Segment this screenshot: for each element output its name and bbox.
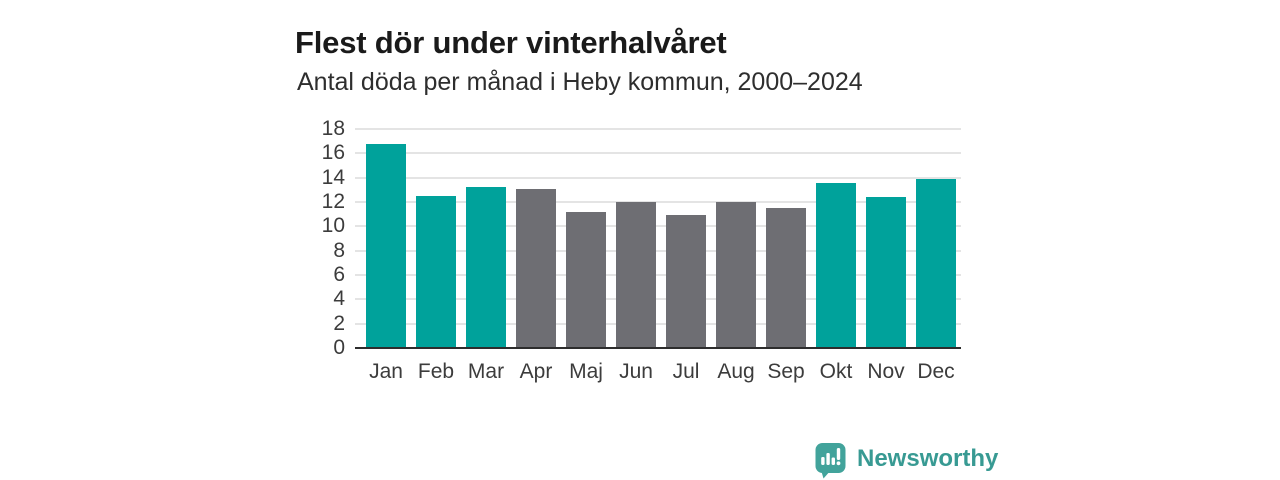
bar-aug [716,202,756,348]
gridline-18 [355,128,961,130]
x-tick-label-jul: Jul [672,360,700,383]
bar-mar [466,187,506,348]
gridline-4 [355,298,961,301]
newsworthy-logo-icon [815,443,846,479]
bar-chart-plot-area [355,128,961,349]
gridline-16 [355,152,961,155]
x-tick-label-aug: Aug [717,360,755,383]
gridline-12 [355,201,961,203]
y-tick-label-12: 12 [321,190,345,213]
x-tick-label-mar: Mar [467,360,505,383]
x-tick-label-jun: Jun [619,360,653,383]
x-tick-label-apr: Apr [519,360,553,383]
bar-jan [366,144,406,348]
bar-nov [866,197,906,348]
bar-dec [916,179,956,348]
y-tick-label-0: 0 [333,336,345,359]
y-tick-label-10: 10 [321,214,345,238]
bar-feb [416,196,456,348]
x-tick-label-feb: Feb [417,360,455,383]
x-tick-label-nov: Nov [867,360,905,383]
bar-jun [616,202,656,348]
bar-maj [566,212,606,348]
x-axis-line [355,347,961,349]
y-tick-label-16: 16 [321,141,345,165]
x-axis-labels: Jan Feb Mar Apr Maj Jun Jul Aug Sep Okt Nov Dec [355,358,961,386]
y-axis-labels: 0 2 4 6 8 10 12 14 16 18 [280,118,345,359]
y-tick-label-8: 8 [333,238,345,262]
x-tick-label-okt: Okt [819,360,853,383]
x-tick-label-dec: Dec [917,360,955,383]
gridline-14 [355,176,961,179]
y-tick-label-2: 2 [333,311,345,335]
gridline-6 [355,274,961,276]
x-tick-label-maj: Maj [569,360,603,383]
x-tick-label-sep: Sep [767,360,805,383]
bar-sep [766,208,806,348]
bar-okt [816,183,856,348]
brand-name: Newsworthy [857,444,999,472]
x-tick-label-jan: Jan [369,360,403,383]
y-tick-label-14: 14 [321,165,345,189]
gridline-8 [355,249,961,252]
chart-subtitle: Antal döda per månad i Heby kommun, 2000… [297,68,863,96]
y-tick-label-4: 4 [333,287,345,311]
bar-apr [516,189,556,348]
gridline-2 [355,322,961,325]
bar-jul [666,215,706,348]
y-tick-label-18: 18 [321,117,345,140]
brand-footer: Newsworthy [814,442,998,479]
chart-title: Flest dör under vinterhalvåret [295,24,727,60]
gridline-10 [355,225,961,228]
y-tick-label-6: 6 [333,263,345,286]
